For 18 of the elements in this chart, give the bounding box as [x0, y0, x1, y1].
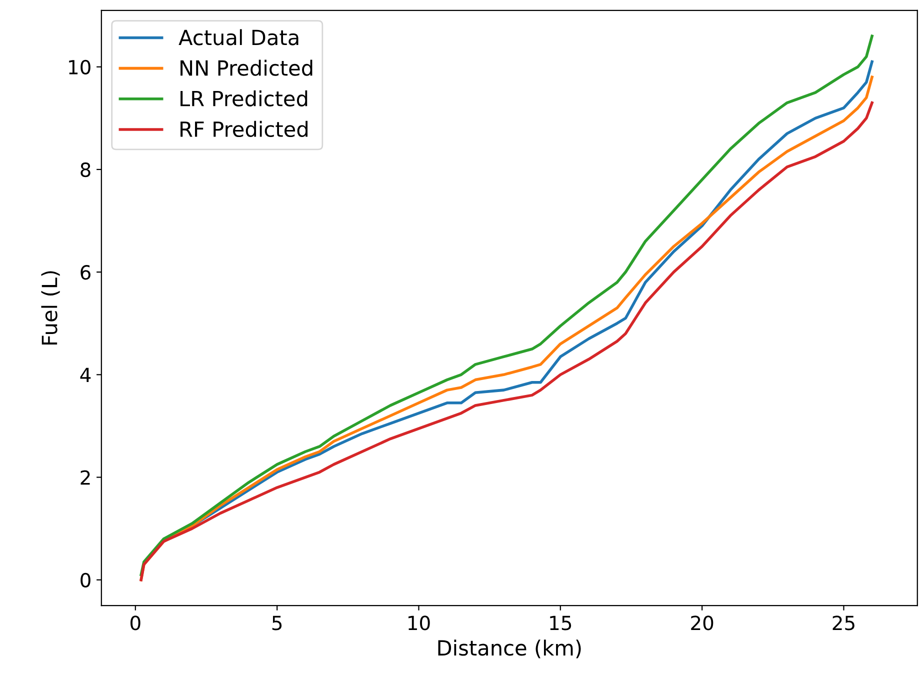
y-tick-label: 2	[80, 470, 90, 485]
y-tick-label: 6	[80, 265, 90, 280]
y-axis-title: Fuel (L)	[41, 271, 60, 344]
y-tick-label: 8	[80, 162, 90, 178]
x-tick-label: 25	[832, 616, 854, 630]
x-tick-label: 5	[272, 616, 282, 630]
legend-label: NN Predicted	[180, 60, 312, 76]
x-tick-label: 15	[550, 616, 572, 630]
y-tick-label: 10	[69, 60, 90, 75]
legend-label: Actual Data	[178, 29, 298, 46]
y-tick-label: 4	[80, 368, 91, 382]
legend-label: RF Predicted	[180, 120, 308, 138]
y-tick-label: 0	[80, 572, 90, 588]
x-tick-label: 10	[408, 616, 430, 630]
x-tick-label: 20	[691, 616, 714, 630]
x-axis-title: Distance (km)	[438, 640, 581, 658]
x-tick-label: 0	[130, 616, 140, 630]
legend-label: LR Predicted	[180, 90, 308, 106]
